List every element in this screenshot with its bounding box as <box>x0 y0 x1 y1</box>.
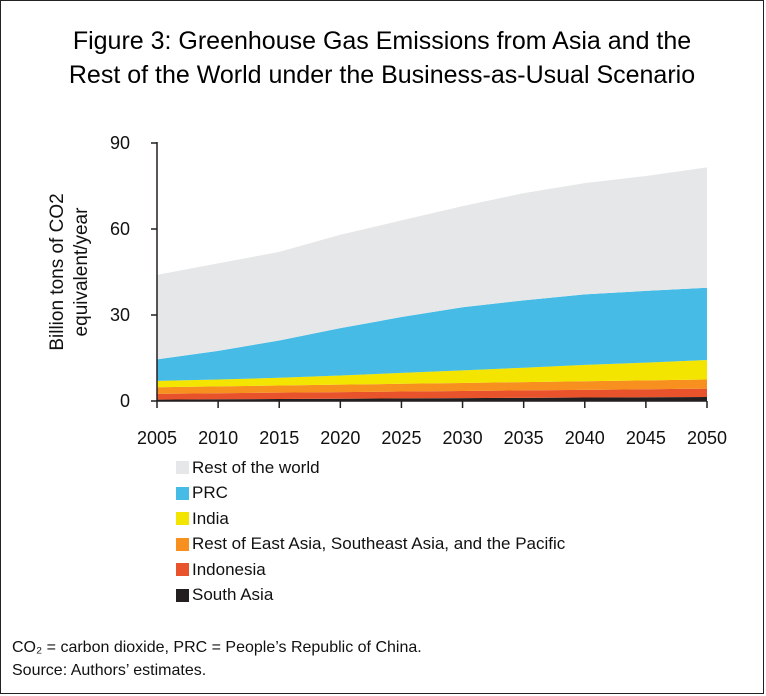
figure-notes: CO₂ = carbon dioxide, PRC = People’s Rep… <box>12 636 422 682</box>
area-india <box>157 360 707 388</box>
x-tick-label: 2040 <box>565 428 605 448</box>
legend-item-prc: PRC <box>176 481 565 507</box>
legend-swatch <box>176 588 189 602</box>
legend-swatch <box>176 537 189 551</box>
y-tick-label: 60 <box>110 219 130 239</box>
x-tick-label: 2020 <box>320 428 360 448</box>
x-tick-label: 2010 <box>198 428 238 448</box>
legend-label: Rest of the world <box>192 457 320 477</box>
legend-item-indonesia: Indonesia <box>176 557 565 583</box>
x-tick-label: 2005 <box>137 428 177 448</box>
legend-label: Rest of East Asia, Southeast Asia, and t… <box>192 534 566 554</box>
area-south-asia <box>157 396 707 401</box>
figure-title-line-2: Rest of the World under the Business-as-… <box>68 61 696 89</box>
y-tick-label: 90 <box>110 133 130 153</box>
figure-title-line-1: Figure 3: Greenhouse Gas Emissions from … <box>72 27 692 55</box>
legend-swatch <box>176 486 189 500</box>
chart-legend: Rest of the world PRC India Rest of East As… <box>176 455 565 608</box>
area-prc <box>157 287 707 381</box>
legend-item-india: India <box>176 506 565 532</box>
area-rest-of-east-asia-southeast-asia-and-the-pacific <box>157 379 707 394</box>
figure-title: Figure 3: Greenhouse Gas Emissions from … <box>0 24 764 92</box>
legend-item-rest-of-the-world: Rest of the world <box>176 455 565 481</box>
legend-swatch <box>176 563 189 577</box>
legend-swatch <box>176 512 189 526</box>
legend-label: India <box>192 508 229 528</box>
y-tick-label: 30 <box>110 305 130 325</box>
x-tick-label: 2015 <box>259 428 299 448</box>
x-tick-label: 2030 <box>443 428 483 448</box>
area-indonesia <box>157 388 707 400</box>
x-tick-label: 2050 <box>687 428 727 448</box>
legend-swatch <box>176 461 189 475</box>
source-note: Source: Authors’ estimates. <box>12 662 207 679</box>
legend-label: PRC <box>192 483 228 503</box>
y-tick-label: 0 <box>120 391 130 411</box>
abbreviation-note: CO₂ = carbon dioxide, PRC = People’s Rep… <box>12 639 422 656</box>
legend-item-south-asia: South Asia <box>176 583 565 609</box>
legend-label: South Asia <box>192 585 274 605</box>
x-tick-label: 2045 <box>626 428 666 448</box>
legend-label: Indonesia <box>192 559 266 579</box>
area-rest-of-the-world <box>157 167 707 360</box>
y-axis-title-line-2: equivalent/year <box>71 207 92 337</box>
y-axis-title-line-1: Billion tons of CO2 <box>47 193 68 350</box>
legend-item-rest-of-east-asia-southeast-asia-and-the-pacific: Rest of East Asia, Southeast Asia, and t… <box>176 532 565 558</box>
x-tick-label: 2025 <box>381 428 421 448</box>
x-tick-label: 2035 <box>504 428 544 448</box>
